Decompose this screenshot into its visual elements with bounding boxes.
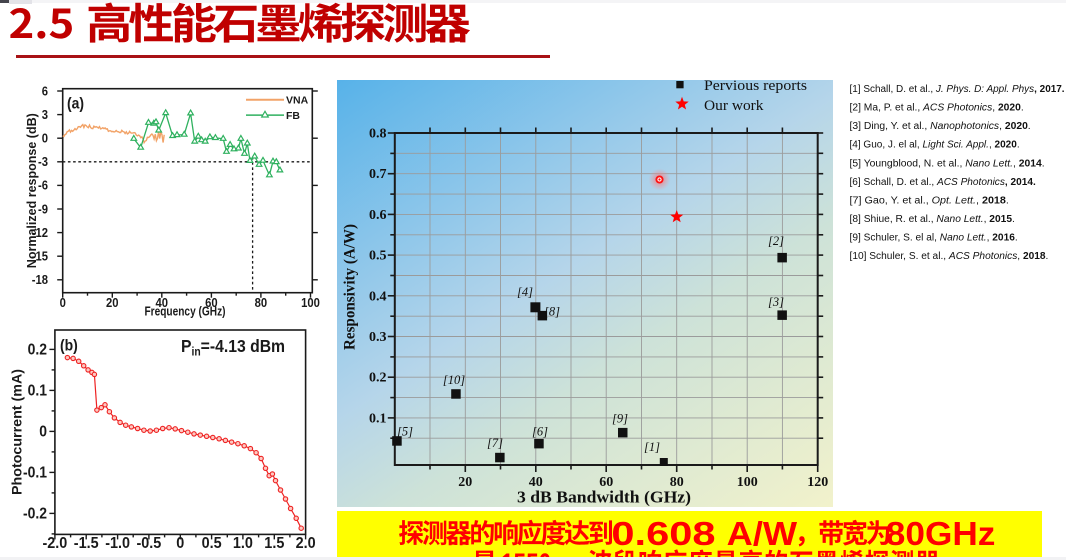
svg-text:0.2: 0.2 <box>369 371 387 386</box>
svg-text:0.6: 0.6 <box>369 208 387 223</box>
svg-text:VNA: VNA <box>286 95 309 107</box>
svg-text:-6: -6 <box>38 178 48 193</box>
svg-text:FB: FB <box>286 110 300 122</box>
svg-text:1.0: 1.0 <box>233 534 253 552</box>
svg-text:[10]: [10] <box>443 373 465 387</box>
svg-text:-1.5: -1.5 <box>74 534 99 552</box>
svg-text:-18: -18 <box>32 273 49 288</box>
svg-text:Responsivity (A/W): Responsivity (A/W) <box>342 224 359 350</box>
svg-text:-0.5: -0.5 <box>136 534 161 552</box>
svg-text:(b): (b) <box>60 338 78 355</box>
svg-text:0.8: 0.8 <box>369 127 387 142</box>
svg-text:40: 40 <box>529 475 543 490</box>
svg-text:60: 60 <box>599 475 613 490</box>
svg-text:Normalized response (dB): Normalized response (dB) <box>24 113 39 268</box>
svg-text:80: 80 <box>670 475 684 490</box>
svg-text:0.3: 0.3 <box>369 330 387 345</box>
svg-text:[1]: [1] <box>644 440 660 454</box>
svg-text:0.4: 0.4 <box>369 289 387 304</box>
svg-text:0.7: 0.7 <box>369 167 387 182</box>
svg-text:40: 40 <box>156 295 169 310</box>
svg-text:-1.0: -1.0 <box>105 534 130 552</box>
svg-text:[3]: [3] <box>768 295 784 309</box>
svg-text:A/W: A/W <box>727 515 798 552</box>
svg-text:-3: -3 <box>38 155 48 170</box>
svg-text:[2] Ma, P. et al., ACS Photoni: [2] Ma, P. et al., ACS Photonics, 2020. <box>850 103 1024 114</box>
svg-text:0: 0 <box>42 131 49 146</box>
svg-text:0: 0 <box>39 424 47 441</box>
svg-text:0.1: 0.1 <box>28 383 47 400</box>
svg-text:Our work: Our work <box>704 98 764 114</box>
svg-text:Frequency (GHz): Frequency (GHz) <box>145 305 226 319</box>
svg-text:[2]: [2] <box>768 234 784 248</box>
svg-text:0.5: 0.5 <box>369 249 387 264</box>
svg-text:0: 0 <box>60 295 67 310</box>
svg-text:1550nm: 1550nm <box>501 548 585 557</box>
svg-text:1.5: 1.5 <box>264 534 285 552</box>
svg-text:Photocurrent (mA): Photocurrent (mA) <box>10 369 25 495</box>
svg-text:(a): (a) <box>67 96 84 113</box>
svg-text:0.2: 0.2 <box>28 342 47 359</box>
svg-text:[7] Gao, Y. et al., Opt. Lett.: [7] Gao, Y. et al., Opt. Lett., 2018. <box>850 195 1009 206</box>
svg-text:3 dB Bandwidth (GHz): 3 dB Bandwidth (GHz) <box>517 488 691 507</box>
svg-text:-12: -12 <box>32 225 49 240</box>
svg-text:[9]: [9] <box>612 412 628 426</box>
svg-text:80: 80 <box>255 295 268 310</box>
svg-text:Pin=-4.13 dBm: Pin=-4.13 dBm <box>181 336 285 358</box>
svg-text:[7]: [7] <box>487 436 503 450</box>
svg-text:Pervious reports: Pervious reports <box>704 80 807 94</box>
svg-text:0.5: 0.5 <box>202 534 223 552</box>
svg-text:[3] Ding, Y. et al., Nanophoto: [3] Ding, Y. et al., Nanophotonics, 2020… <box>850 121 1031 132</box>
svg-text:80GHz: 80GHz <box>886 515 996 552</box>
svg-text:0: 0 <box>176 534 184 552</box>
svg-text:[1] Schall, D. et al., J. Phys: [1] Schall, D. et al., J. Phys. D: Appl.… <box>850 84 1065 95</box>
svg-text:20: 20 <box>458 475 472 490</box>
svg-text:-15: -15 <box>32 249 49 264</box>
svg-text:[10] Schuler, S. et al., ACS: [10] Schuler, S. et al., ACS Photonics, … <box>850 251 1049 262</box>
svg-text:-0.1: -0.1 <box>23 465 47 482</box>
svg-text:[9] Schuler, S. el al, Nano Le: [9] Schuler, S. el al, Nano Lett., 2016. <box>850 233 1018 244</box>
svg-text:[6]: [6] <box>532 425 548 439</box>
svg-text:3: 3 <box>42 107 49 122</box>
svg-text:100: 100 <box>301 295 320 310</box>
svg-text:-0.2: -0.2 <box>23 506 47 523</box>
svg-text:0.1: 0.1 <box>369 411 387 426</box>
svg-text:[5] Youngblood, N. et al., Nan: [5] Youngblood, N. et al., Nano Lett., 2… <box>850 158 1045 169</box>
svg-text:[4] Guo, J. el al, Light Sci.: [4] Guo, J. el al, Light Sci. Appl., 202… <box>850 140 1020 151</box>
svg-text:120: 120 <box>807 475 828 490</box>
svg-text:[8] Shiue, R. et al., Nano Let: [8] Shiue, R. et al., Nano Lett., 2015. <box>850 214 1015 225</box>
svg-text:[6] Schall, D. et al., ACS Pho: [6] Schall, D. et al., ACS Photonics, 20… <box>850 177 1037 188</box>
svg-text:[5]: [5] <box>397 425 413 439</box>
svg-text:[8]: [8] <box>544 305 560 319</box>
svg-text:-9: -9 <box>38 202 48 217</box>
svg-text:2.0: 2.0 <box>296 534 316 552</box>
svg-text:[4]: [4] <box>517 285 533 299</box>
svg-text:-2.0: -2.0 <box>42 534 67 552</box>
svg-text:0.608: 0.608 <box>611 515 715 552</box>
svg-text:60: 60 <box>205 295 218 310</box>
svg-text:20: 20 <box>106 295 119 310</box>
svg-text:6: 6 <box>42 84 49 99</box>
svg-text:100: 100 <box>737 475 758 490</box>
